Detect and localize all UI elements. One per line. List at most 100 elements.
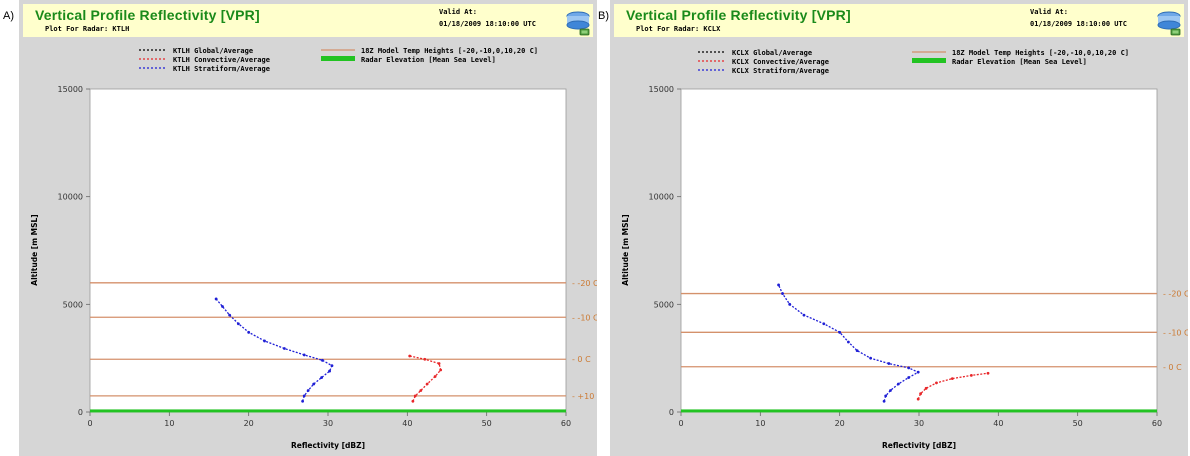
- temp-height-label: - 0 C: [1163, 363, 1182, 372]
- data-point-convective: [919, 392, 922, 396]
- panel-header: Vertical Profile Reflectivity [VPR] Plot…: [614, 4, 1184, 37]
- y-tick-label: 10000: [649, 193, 674, 202]
- y-tick-label: 5000: [654, 300, 674, 309]
- data-point-stratiform: [907, 376, 911, 379]
- data-point-stratiform: [802, 313, 806, 317]
- x-tick-label: 20: [835, 419, 845, 428]
- chart-marks: 0 10 20 30 40 50 60 0 5000 10000 15000 - -20 C - -10…: [58, 85, 597, 428]
- valid-at-label: Valid At:: [1030, 8, 1068, 16]
- temp-height-label: - -10 C: [1163, 328, 1188, 337]
- data-point-convective: [413, 394, 417, 398]
- data-point-stratiform: [907, 366, 911, 370]
- legend-label-radar: Radar Elevation [Mean Sea Level]: [952, 58, 1087, 66]
- data-point-stratiform: [247, 330, 251, 334]
- data-point-stratiform: [302, 394, 306, 398]
- data-point-convective: [969, 373, 973, 377]
- data-point-convective: [950, 377, 954, 381]
- temp-height-label: - -10 C: [572, 313, 597, 322]
- vpr-chart-a: KTLH Global/Average KTLH Convective/Aver…: [19, 40, 597, 456]
- data-point-stratiform: [330, 364, 334, 368]
- data-point-stratiform: [788, 302, 792, 306]
- panel-header: Vertical Profile Reflectivity [VPR] Plot…: [23, 4, 593, 37]
- data-point-stratiform: [263, 339, 266, 343]
- y-axis-title: Altitude [m MSL]: [621, 214, 630, 285]
- x-tick-label: 50: [482, 419, 492, 428]
- data-point-convective: [408, 354, 412, 358]
- x-tick-label: 30: [914, 419, 924, 428]
- data-point-convective: [425, 382, 429, 386]
- data-point-stratiform: [214, 297, 218, 301]
- legend-label-stratiform: KTLH Stratiform/Average: [173, 65, 270, 73]
- legend-label-global: KCLX Global/Average: [732, 49, 812, 57]
- legend-label-global: KTLH Global/Average: [173, 47, 253, 55]
- data-point-convective: [439, 368, 443, 372]
- data-point-stratiform: [221, 305, 224, 308]
- chart-marks: 0 10 20 30 40 50 60 0 5000 10000 15000 - -20 C - -10…: [649, 85, 1188, 428]
- x-axis-title: Reflectivity [dBZ]: [291, 441, 365, 450]
- data-point-stratiform: [887, 362, 891, 365]
- data-point-stratiform: [302, 353, 306, 357]
- data-point-stratiform: [884, 394, 888, 398]
- legend-label-temp: 18Z Model Temp Heights [-20,-10,0,10,20 …: [952, 49, 1129, 57]
- data-point-convective: [433, 375, 437, 378]
- data-point-convective: [986, 371, 990, 375]
- data-point-stratiform: [838, 330, 842, 334]
- vpr-chart-b: KCLX Global/Average KCLX Convective/Aver…: [610, 40, 1188, 456]
- y-tick-label: 5000: [63, 300, 83, 309]
- x-tick-label: 0: [87, 419, 92, 428]
- data-point-convective: [935, 381, 938, 385]
- x-tick-label: 10: [164, 419, 174, 428]
- legend-swatch-radar: [321, 56, 355, 61]
- valid-at-label: Valid At:: [439, 8, 477, 16]
- vpr-panel-b: Vertical Profile Reflectivity [VPR] Plot…: [610, 0, 1188, 456]
- y-tick-label: 10000: [58, 193, 83, 202]
- data-point-stratiform: [282, 347, 286, 350]
- data-point-convective: [423, 357, 427, 361]
- data-point-convective: [411, 399, 415, 403]
- x-tick-label: 40: [402, 419, 412, 428]
- temp-height-label: - +10 C: [572, 392, 597, 401]
- data-point-stratiform: [236, 322, 240, 326]
- series-line-stratiform: [215, 298, 333, 402]
- temp-height-label: - -20 C: [1163, 290, 1188, 299]
- x-tick-label: 40: [993, 419, 1003, 428]
- data-point-stratiform: [320, 376, 324, 379]
- legend-label-convective: KTLH Convective/Average: [173, 56, 270, 64]
- data-point-stratiform: [306, 389, 310, 392]
- panel-subtitle: Plot For Radar: KTLH: [45, 25, 130, 33]
- panel-subtitle: Plot For Radar: KCLX: [636, 25, 721, 33]
- legend-label-stratiform: KCLX Stratiform/Average: [732, 67, 829, 75]
- radar-elevation-band: [681, 409, 1157, 413]
- legend-label-temp: 18Z Model Temp Heights [-20,-10,0,10,20 …: [361, 47, 538, 55]
- x-tick-label: 10: [755, 419, 765, 428]
- data-point-stratiform: [855, 349, 859, 353]
- radar-dish-icon[interactable]: [1157, 10, 1181, 36]
- y-axis-title: Altitude [m MSL]: [30, 214, 39, 285]
- data-point-convective: [437, 362, 441, 365]
- x-tick-label: 30: [323, 419, 333, 428]
- chart-legend: KCLX Global/Average KCLX Convective/Aver…: [698, 49, 1129, 75]
- data-point-stratiform: [781, 292, 784, 295]
- legend-label-convective: KCLX Convective/Average: [732, 58, 829, 66]
- data-point-stratiform: [777, 283, 780, 287]
- y-tick-label: 15000: [649, 85, 674, 94]
- temp-height-label: - 0 C: [572, 355, 591, 364]
- legend-label-radar: Radar Elevation [Mean Sea Level]: [361, 56, 496, 64]
- valid-at-time: 01/18/2009 18:10:00 UTC: [1030, 20, 1127, 28]
- x-axis-title: Reflectivity [dBZ]: [882, 441, 956, 450]
- series-line-convective: [409, 355, 442, 402]
- chart-legend: KTLH Global/Average KTLH Convective/Aver…: [139, 47, 538, 73]
- data-point-stratiform: [869, 356, 873, 360]
- radar-dish-icon[interactable]: [566, 10, 590, 36]
- radar-elevation-band: [90, 409, 566, 413]
- x-tick-label: 60: [561, 419, 571, 428]
- data-point-stratiform: [846, 340, 850, 344]
- x-tick-label: 0: [678, 419, 683, 428]
- x-tick-label: 20: [244, 419, 254, 428]
- y-tick-label: 0: [78, 408, 83, 417]
- plot-area: [89, 88, 567, 413]
- temp-height-label: - -20 C: [572, 279, 597, 288]
- y-tick-label: 15000: [58, 85, 83, 94]
- data-point-stratiform: [916, 370, 920, 374]
- data-point-stratiform: [822, 322, 826, 326]
